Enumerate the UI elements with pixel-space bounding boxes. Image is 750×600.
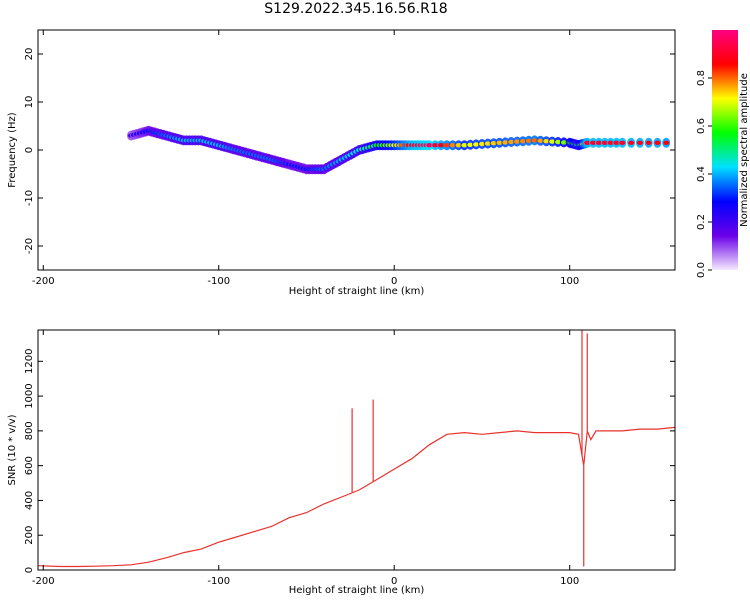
y-tick-label: 800 [24, 421, 35, 440]
spectrogram-cell [519, 139, 526, 144]
spectrogram-cell [613, 140, 620, 145]
colorbar-tick-label: 0.4 [696, 166, 707, 182]
y-tick-label: 0 [24, 147, 35, 153]
spectrogram-cell [426, 143, 433, 148]
y-tick-label: 200 [24, 526, 35, 545]
spectrogram-cell [508, 139, 515, 145]
y-tick-label: 600 [24, 456, 35, 475]
x-tick-label: 100 [560, 576, 579, 587]
snr-background [38, 330, 675, 570]
y-tick-label: 20 [24, 48, 35, 61]
x-tick-label: -100 [207, 276, 230, 287]
spectrogram-cell [636, 140, 643, 145]
x-tick-label: -200 [32, 576, 55, 587]
spectrogram-cell [490, 141, 497, 146]
colorbar-tick-label: 0.6 [696, 118, 707, 134]
spectrogram-cell [549, 139, 556, 144]
spectrogram-cell [537, 138, 544, 143]
spectrogram-cell [484, 141, 491, 146]
spectrogram-y-axis-label: Frequency (Hz) [7, 112, 18, 188]
snr-frame [37, 329, 676, 571]
spectrogram-cell [514, 139, 521, 144]
spectrogram-cell [628, 140, 635, 145]
spectrogram-cell [663, 140, 670, 145]
spectrogram-cell [645, 140, 652, 145]
snr-x-axis-label: Height of straight line (km) [289, 585, 425, 596]
colorbar: 0.0 0.2 0.4 0.6 0.8 Normalized spectral ampl… [696, 30, 750, 278]
x-tick-label: 100 [560, 276, 579, 287]
spectrogram-cell [607, 140, 614, 145]
spectrogram-cell [473, 142, 480, 147]
colorbar-tick-label: 0.2 [696, 214, 707, 230]
spectrogram-cell [584, 140, 591, 145]
spectrogram-cell [555, 139, 562, 145]
spectrogram-cell [560, 140, 567, 145]
colorbar-gradient [712, 30, 738, 270]
spectrogram-marks [127, 125, 671, 175]
colorbar-label: Normalized spectral amplitude [739, 73, 750, 227]
spectrogram-cell [455, 143, 462, 148]
spectrogram-cell [502, 140, 509, 145]
spectrogram-cell [601, 140, 608, 145]
spectrogram-cell [543, 139, 550, 144]
x-tick-label: -200 [32, 276, 55, 287]
colorbar-ticks: 0.0 0.2 0.4 0.6 0.8 [696, 70, 712, 278]
snr-marks [38, 330, 675, 568]
spectrogram-cell [467, 142, 474, 147]
snr-series-line [38, 426, 675, 568]
snr-y-axis-label: SNR (10 * v/v) [7, 414, 18, 485]
spectrogram-cell [443, 143, 450, 148]
colorbar-tick-label: 0.8 [696, 70, 707, 86]
spectrogram-cell [432, 143, 439, 148]
y-tick-label: -20 [24, 238, 35, 254]
spectrogram-cell [525, 138, 532, 143]
spectrogram-cell [461, 143, 468, 148]
colorbar-tick-label: 0.0 [696, 262, 707, 278]
y-tick-label: -10 [24, 190, 35, 206]
page-title: S129.2022.345.16.56.R18 [264, 1, 448, 17]
x-tick-label: -100 [207, 576, 230, 587]
y-tick-label: 0 [24, 567, 35, 573]
spectrogram-cell [531, 138, 538, 143]
spectrogram-x-axis-label: Height of straight line (km) [289, 286, 425, 297]
x-tick-label: 0 [391, 576, 397, 587]
spectrogram-cell [590, 140, 597, 145]
x-tick-label: 0 [391, 276, 397, 287]
spectrogram-cell [619, 140, 626, 145]
spectrogram-cell [449, 143, 456, 148]
spectrogram-cell [595, 140, 602, 145]
y-tick-label: 1000 [24, 383, 35, 408]
spectrogram-cell [654, 140, 661, 145]
y-tick-label: 1200 [24, 349, 35, 374]
y-tick-label: 400 [24, 491, 35, 510]
spectrogram-cell [438, 143, 445, 148]
spectrogram-cell [496, 140, 503, 145]
y-tick-label: 10 [24, 96, 35, 109]
spectrogram-cell [478, 141, 485, 147]
